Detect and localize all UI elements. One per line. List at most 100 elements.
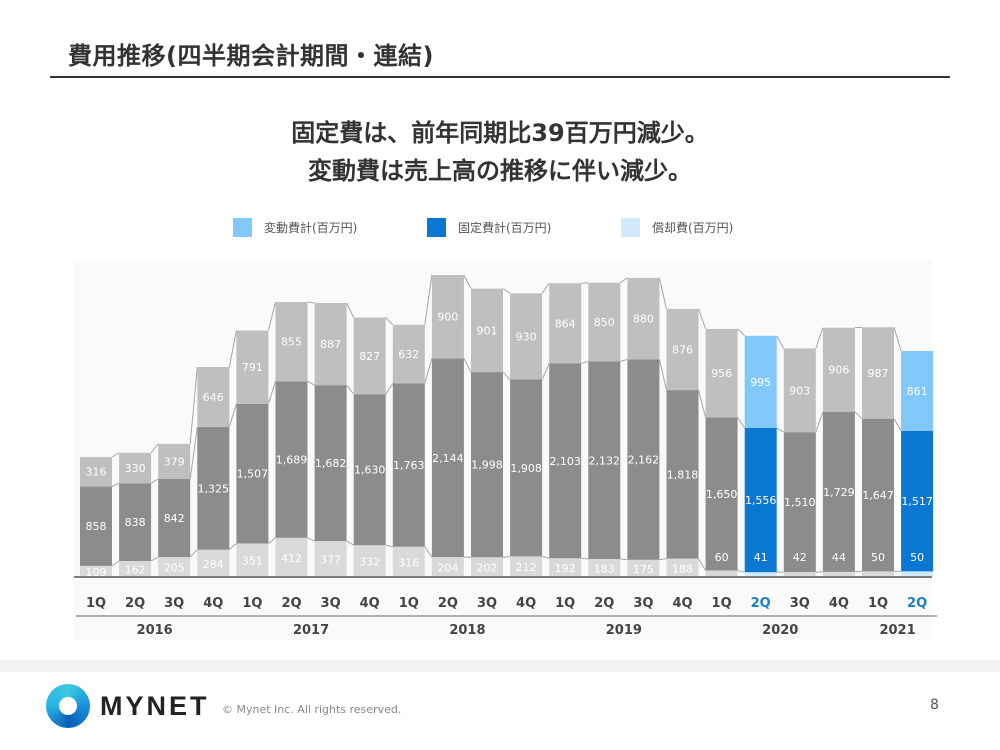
bar-segment-variable xyxy=(549,283,582,364)
data-label-fixed: 1,647 xyxy=(862,489,894,502)
connector-line-fixed xyxy=(267,381,276,404)
bar-segment-variable xyxy=(901,350,934,431)
data-label-amort: 316 xyxy=(398,556,419,569)
data-label-fixed: 1,325 xyxy=(198,482,230,495)
data-label-amort: 212 xyxy=(516,561,537,574)
data-label-fixed: 1,682 xyxy=(315,457,347,470)
connector-line-amort xyxy=(189,549,198,558)
data-label-variable: 930 xyxy=(516,330,537,343)
bar-segment-variable xyxy=(705,328,738,418)
bar-segment-variable xyxy=(510,293,543,380)
connector-line-amort xyxy=(502,555,511,558)
x-tick-label: 2Q xyxy=(751,596,771,611)
connector-line-variable xyxy=(620,277,628,284)
connector-line-variable xyxy=(737,328,746,337)
data-label-fixed: 842 xyxy=(164,512,185,525)
connector-line-variable xyxy=(346,302,355,318)
bar-segment-fixed xyxy=(901,430,934,572)
bar-segment-amort xyxy=(197,549,230,576)
legend-label-amort: 償却費(百万円) xyxy=(652,221,734,235)
connector-line-fixed xyxy=(385,383,394,395)
data-label-variable: 646 xyxy=(203,391,224,404)
bar-segment-fixed xyxy=(119,483,152,561)
data-label-amort: 412 xyxy=(281,552,302,565)
connector-line-fixed xyxy=(189,426,198,480)
connector-line-amort xyxy=(620,558,628,561)
bar-segment-variable xyxy=(236,330,269,404)
data-label-variable: 316 xyxy=(86,466,107,479)
connector-line-amort xyxy=(698,558,707,571)
connector-line-amort xyxy=(854,570,863,573)
cost-chart: 316 858 109 1Q 330 838 162 2Q 379 842 205 3Q 646 1,32… xyxy=(74,274,938,638)
connector-line-amort xyxy=(659,558,667,561)
connector-line-variable xyxy=(658,277,667,310)
bar-segment-amort xyxy=(783,572,816,576)
legend-swatch-fixed xyxy=(427,218,446,237)
data-label-fixed: 2,132 xyxy=(589,454,621,467)
bar-segment-variable xyxy=(666,308,699,391)
data-label-variable: 900 xyxy=(437,311,458,324)
bar-segment-amort xyxy=(236,543,269,576)
bar-segment-variable xyxy=(822,327,855,412)
bar-segment-amort xyxy=(822,571,855,576)
connector-line-amort xyxy=(268,537,276,544)
x-tick-label: 4Q xyxy=(672,596,692,611)
x-tick-label: 3Q xyxy=(790,596,810,611)
bar-segment-variable xyxy=(353,317,386,395)
year-group-label: 2017 xyxy=(293,623,329,638)
x-tick-label: 1Q xyxy=(868,596,888,611)
bar-segment-amort xyxy=(275,537,308,576)
company-logo: MYNET xyxy=(46,684,210,728)
x-tick-label: 1Q xyxy=(399,596,419,611)
logo-ring-icon xyxy=(46,684,90,728)
x-tick-label: 3Q xyxy=(633,596,653,611)
data-label-variable: 880 xyxy=(633,313,654,326)
connector-line-fixed xyxy=(111,482,120,487)
bar-segment-amort xyxy=(392,546,425,576)
data-label-fixed: 1,763 xyxy=(393,459,425,472)
connector-line-fixed xyxy=(150,478,159,484)
data-label-fixed: 1,650 xyxy=(706,488,738,501)
data-label-variable: 855 xyxy=(281,336,302,349)
connector-line-amort xyxy=(581,557,589,560)
copyright-text: © Mynet Inc. All rights reserved. xyxy=(222,703,402,716)
x-tick-label: 4Q xyxy=(829,596,849,611)
bar-segment-fixed xyxy=(353,394,386,546)
connector-line-fixed xyxy=(620,358,628,362)
data-label-fixed: 1,517 xyxy=(901,495,933,508)
data-label-variable: 956 xyxy=(711,367,732,380)
bar-segment-amort xyxy=(510,556,543,576)
bar-segment-amort xyxy=(862,571,894,576)
bar-segment-variable xyxy=(314,302,347,386)
bar-segment-fixed xyxy=(275,381,308,538)
data-label-fixed: 1,689 xyxy=(276,454,308,467)
connector-line-fixed xyxy=(893,418,902,432)
data-label-variable: 632 xyxy=(398,348,419,361)
year-group-label: 2019 xyxy=(606,623,642,638)
connector-line-variable xyxy=(581,282,589,284)
bar-segment-amort xyxy=(627,559,660,576)
connector-line-variable xyxy=(815,327,824,349)
connector-line-amort xyxy=(111,560,120,567)
data-label-amort: 50 xyxy=(871,551,885,564)
legend-swatch-amort xyxy=(621,218,640,237)
bar-segment-amort xyxy=(705,570,738,576)
connector-line-variable xyxy=(776,335,785,349)
bar-segment-variable xyxy=(119,452,152,484)
x-tick-label: 4Q xyxy=(516,596,536,611)
connector-line-variable xyxy=(111,452,120,458)
data-label-amort: 183 xyxy=(594,563,615,576)
bar-segment-fixed xyxy=(80,486,112,566)
bar-segment-fixed xyxy=(392,383,425,547)
connector-line-variable xyxy=(228,330,237,368)
data-label-variable: 901 xyxy=(477,324,498,337)
connector-line-variable xyxy=(385,317,394,326)
year-group-label: 2021 xyxy=(879,623,915,638)
x-tick-label: 2Q xyxy=(438,596,458,611)
year-group-label: 2018 xyxy=(449,623,485,638)
bar-segment-amort xyxy=(353,545,386,576)
connector-line-fixed xyxy=(854,411,863,420)
bar-segment-variable xyxy=(862,327,894,419)
x-tick-label: 3Q xyxy=(477,596,497,611)
bar-segment-fixed xyxy=(822,411,855,572)
